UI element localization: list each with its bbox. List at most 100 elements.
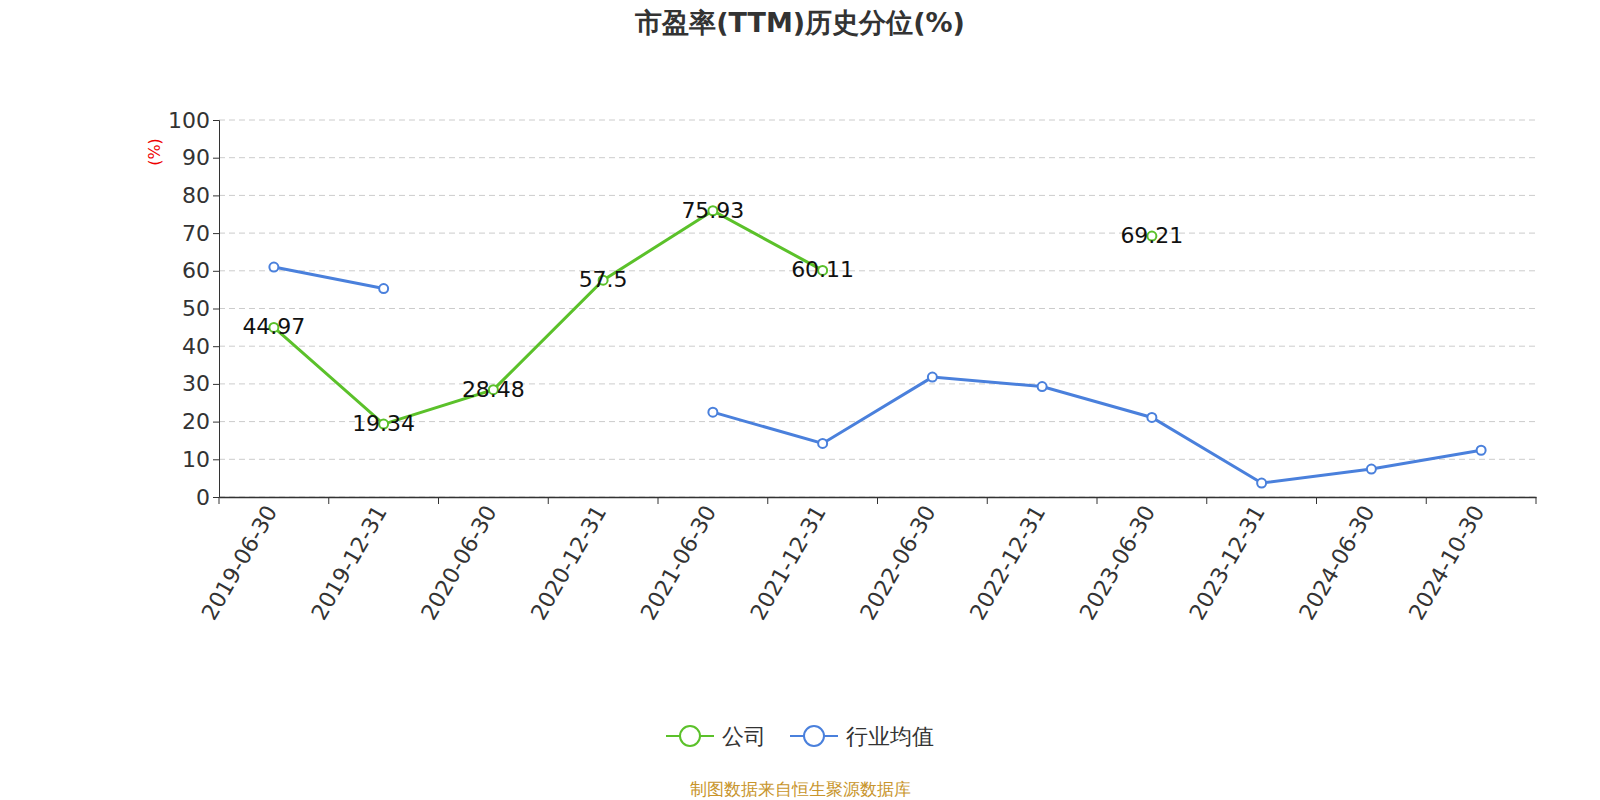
x-tick: 2024-10-30 bbox=[1404, 497, 1490, 624]
x-tick: 2019-12-31 bbox=[306, 497, 392, 624]
y-tick: 50 bbox=[182, 296, 219, 321]
point-marker bbox=[1367, 465, 1376, 474]
y-tick-label: 80 bbox=[182, 183, 210, 208]
grid-line bbox=[219, 383, 1536, 384]
y-tick-label: 70 bbox=[182, 221, 210, 246]
x-tick: 2020-12-31 bbox=[526, 497, 612, 624]
y-tick-mark bbox=[213, 158, 219, 159]
x-boundary-tick bbox=[1097, 497, 1098, 504]
x-boundary-tick bbox=[1206, 497, 1207, 504]
y-tick-mark bbox=[213, 422, 219, 423]
x-tick-label: 2023-06-30 bbox=[1075, 501, 1161, 624]
x-tick-label: 2021-06-30 bbox=[636, 501, 722, 624]
y-tick-mark bbox=[213, 459, 219, 460]
x-boundary-tick bbox=[658, 497, 659, 504]
y-tick-mark bbox=[213, 233, 219, 234]
y-tick-mark bbox=[213, 120, 219, 121]
point-marker bbox=[269, 263, 278, 272]
legend-item: 行业均值 bbox=[790, 724, 934, 749]
x-tick-label: 2019-12-31 bbox=[306, 501, 392, 624]
x-boundary-tick bbox=[1536, 497, 1537, 504]
series-line bbox=[274, 211, 1152, 424]
x-tick: 2022-06-30 bbox=[855, 497, 941, 624]
legend-marker bbox=[680, 726, 700, 746]
data-label: 57.5 bbox=[579, 267, 628, 292]
data-label: 19.34 bbox=[352, 411, 415, 436]
y-tick: 30 bbox=[182, 371, 219, 396]
point-marker bbox=[708, 408, 717, 417]
x-boundary-tick bbox=[987, 497, 988, 504]
x-tick-label: 2022-06-30 bbox=[855, 501, 941, 624]
legend-marker bbox=[804, 726, 824, 746]
y-tick-label: 60 bbox=[182, 258, 210, 283]
y-tick: 40 bbox=[182, 334, 219, 359]
x-tick-label: 2020-12-31 bbox=[526, 501, 612, 624]
x-boundary-tick bbox=[438, 497, 439, 504]
grid-line bbox=[219, 308, 1536, 309]
x-tick: 2021-12-31 bbox=[745, 497, 831, 624]
y-tick: 70 bbox=[182, 221, 219, 246]
x-boundary-tick bbox=[548, 497, 549, 504]
grid-line bbox=[219, 120, 1536, 121]
grid-line bbox=[219, 195, 1536, 196]
y-tick-mark bbox=[213, 497, 219, 498]
y-axis: 0 10 20 30 40 50 60 70 80 90 100 bbox=[168, 108, 220, 510]
data-label: 75.93 bbox=[681, 198, 744, 223]
series bbox=[269, 263, 1485, 488]
y-tick-mark bbox=[213, 195, 219, 196]
x-boundary-tick bbox=[1426, 497, 1427, 504]
y-axis-line bbox=[213, 121, 220, 498]
y-tick: 20 bbox=[182, 409, 219, 434]
data-label: 60.11 bbox=[791, 257, 854, 282]
x-tick-label: 2024-06-30 bbox=[1294, 501, 1380, 624]
legend-item: 公司 bbox=[666, 724, 766, 749]
x-tick: 2019-06-30 bbox=[197, 497, 283, 624]
data-label: 28.48 bbox=[462, 377, 525, 402]
y-tick-mark bbox=[213, 271, 219, 272]
series bbox=[269, 206, 1156, 428]
x-boundary-ticks bbox=[219, 497, 1536, 504]
series-line bbox=[274, 267, 1481, 483]
y-tick-mark bbox=[213, 346, 219, 347]
y-tick: 60 bbox=[182, 258, 219, 283]
point-marker bbox=[1257, 479, 1266, 488]
grid-line bbox=[219, 270, 1536, 271]
point-marker bbox=[379, 284, 388, 293]
y-axis-title: (%) bbox=[145, 138, 164, 166]
point-marker bbox=[1477, 446, 1486, 455]
y-tick-label: 20 bbox=[182, 409, 210, 434]
x-tick: 2021-06-30 bbox=[636, 497, 722, 624]
point-marker bbox=[1147, 413, 1156, 422]
point-marker bbox=[818, 439, 827, 448]
data-labels: 44.97 19.34 28.48 57.5 75.93 60.11 69.21 bbox=[242, 198, 1183, 436]
x-axis: 2019-06-302019-12-312020-06-302020-12-31… bbox=[197, 497, 1537, 624]
y-tick: 0 bbox=[196, 485, 219, 510]
legend-label: 行业均值 bbox=[846, 724, 934, 749]
x-tick-label: 2023-12-31 bbox=[1184, 501, 1270, 624]
x-tick: 2024-06-30 bbox=[1294, 497, 1380, 624]
y-tick-label: 0 bbox=[196, 485, 210, 510]
point-marker bbox=[1038, 382, 1047, 391]
series-group bbox=[269, 206, 1485, 487]
y-tick: 90 bbox=[182, 145, 219, 170]
x-boundary-tick bbox=[877, 497, 878, 504]
y-tick-label: 90 bbox=[182, 145, 210, 170]
grid-line bbox=[219, 346, 1536, 347]
x-tick: 2023-12-31 bbox=[1184, 497, 1270, 624]
y-tick-mark bbox=[213, 309, 219, 310]
y-tick: 80 bbox=[182, 183, 219, 208]
y-tick-label: 100 bbox=[168, 108, 210, 133]
y-tick: 100 bbox=[168, 108, 219, 133]
x-tick: 2022-12-31 bbox=[965, 497, 1051, 624]
y-tick: 10 bbox=[182, 447, 219, 472]
y-tick-mark bbox=[213, 384, 219, 385]
point-marker bbox=[928, 373, 937, 382]
plot: 0 10 20 30 40 50 60 70 80 90 100 2019-06-30 2019-12-… bbox=[168, 108, 1537, 625]
y-tick-label: 40 bbox=[182, 334, 210, 359]
source-note: 制图数据来自恒生聚源数据库 bbox=[690, 779, 911, 799]
x-boundary-tick bbox=[328, 497, 329, 504]
x-tick-label: 2024-10-30 bbox=[1404, 501, 1490, 624]
data-label: 44.97 bbox=[242, 314, 305, 339]
grid bbox=[219, 120, 1536, 497]
data-label: 69.21 bbox=[1120, 223, 1183, 248]
